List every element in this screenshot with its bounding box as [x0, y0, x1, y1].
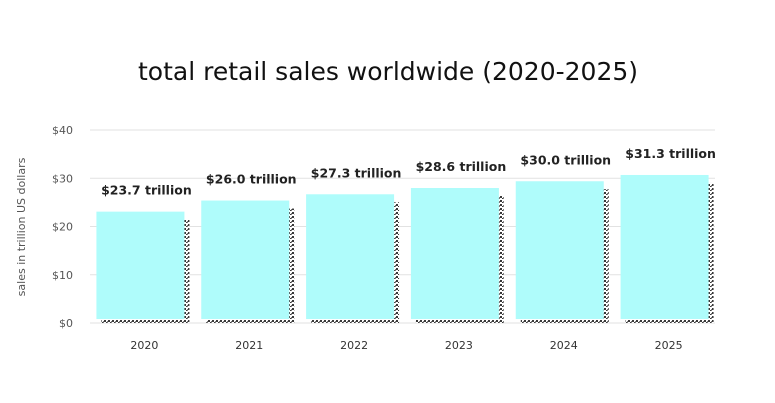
y-tick-label: $0	[59, 317, 73, 330]
data-label: $26.0 trillion	[206, 172, 297, 187]
bar	[410, 188, 499, 319]
data-label: $23.7 trillion	[101, 183, 192, 198]
data-label: $27.3 trillion	[311, 165, 402, 180]
x-tick-label: 2020	[130, 339, 158, 352]
y-tick-label: $20	[52, 221, 73, 234]
x-tick-label: 2025	[655, 339, 683, 352]
data-label: $31.3 trillion	[625, 146, 716, 161]
y-tick-label: $10	[52, 269, 73, 282]
bar	[515, 181, 604, 319]
bar	[201, 200, 290, 319]
x-tick-label: 2022	[340, 339, 368, 352]
data-label: $28.6 trillion	[416, 159, 507, 174]
x-tick-label: 2024	[550, 339, 578, 352]
bar	[306, 194, 395, 319]
x-tick-label: 2023	[445, 339, 473, 352]
y-tick-label: $30	[52, 172, 73, 185]
data-label: $30.0 trillion	[520, 152, 611, 167]
y-axis-label: sales in trillion US dollars	[15, 157, 28, 296]
y-tick-label: $40	[52, 124, 73, 137]
bar	[620, 174, 709, 319]
chart-title: total retail sales worldwide (2020-2025)	[138, 57, 638, 86]
x-tick-label: 2021	[235, 339, 263, 352]
bar	[96, 211, 185, 319]
